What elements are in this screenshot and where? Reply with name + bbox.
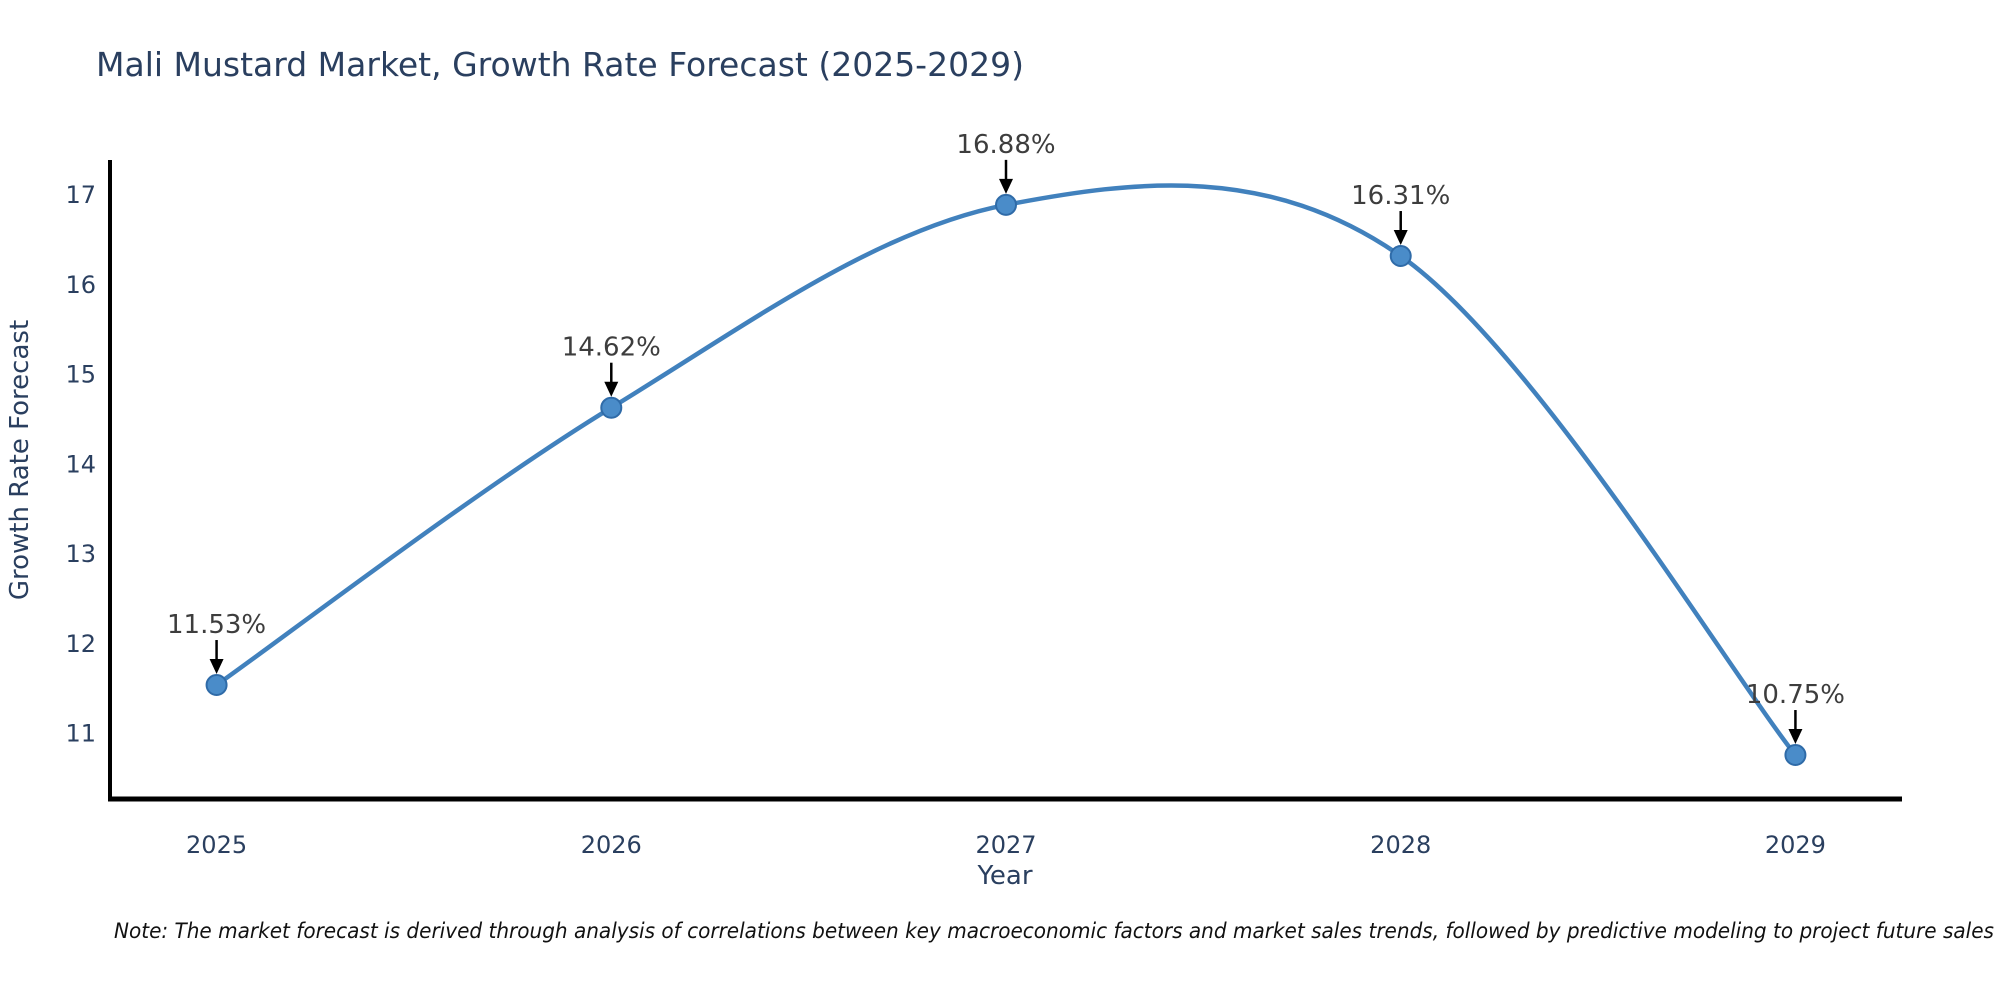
point-label: 11.53% [167, 610, 266, 640]
y-tick-label-12: 12 [65, 630, 96, 658]
data-point-2028 [1389, 245, 1412, 268]
x-tick-label-2026: 2026 [581, 831, 642, 859]
data-series [205, 183, 1807, 767]
x-tick-label-2028: 2028 [1370, 831, 1431, 859]
y-tick-label-17: 17 [65, 181, 96, 209]
forecast-line [214, 183, 1798, 758]
annotation-arrowhead [999, 178, 1013, 194]
x-axis-title: Year [976, 861, 1032, 891]
y-tick-label-13: 13 [65, 540, 96, 568]
point-label: 10.75% [1746, 680, 1845, 710]
x-tick-label-2027: 2027 [975, 831, 1036, 859]
point-label: 16.88% [956, 130, 1055, 160]
data-point-2025 [205, 674, 228, 697]
y-tick-label-15: 15 [65, 361, 96, 389]
y-tick-label-16: 16 [65, 271, 96, 299]
point-annotations: 11.53% 14.62% 16.88% 16.31% 10.75% [167, 130, 1845, 745]
y-axis-title: Growth Rate Forecast [5, 320, 35, 600]
point-label: 16.31% [1351, 181, 1450, 211]
annotation-arrowhead [1788, 729, 1803, 745]
annotation-arrowhead [209, 659, 224, 675]
annotation-2027: 16.88% [956, 130, 1056, 194]
annotation-arrowhead [1393, 230, 1408, 246]
x-tick-label-2029: 2029 [1765, 831, 1826, 859]
footnote: Note: The market forecast is derived thr… [114, 919, 1994, 943]
annotation-2028: 16.31% [1351, 181, 1450, 246]
annotation-2025: 11.53% [167, 610, 266, 675]
data-point-2029 [1784, 744, 1807, 767]
x-tick-label-2025: 2025 [186, 831, 247, 859]
data-point-2026 [600, 396, 623, 419]
annotation-2029: 10.75% [1746, 680, 1845, 745]
chart-title: Mali Mustard Market, Growth Rate Forecas… [96, 45, 1024, 84]
y-tick-label-11: 11 [65, 720, 96, 748]
point-label: 14.62% [562, 333, 661, 363]
annotation-arrowhead [604, 381, 619, 397]
annotation-2026: 14.62% [562, 333, 661, 397]
y-tick-label-14: 14 [65, 450, 96, 478]
data-point-2027 [995, 193, 1017, 216]
tick-labels: 11 12 13 14 15 16 17 2025 2026 2027 2028 2029 [65, 181, 1826, 859]
